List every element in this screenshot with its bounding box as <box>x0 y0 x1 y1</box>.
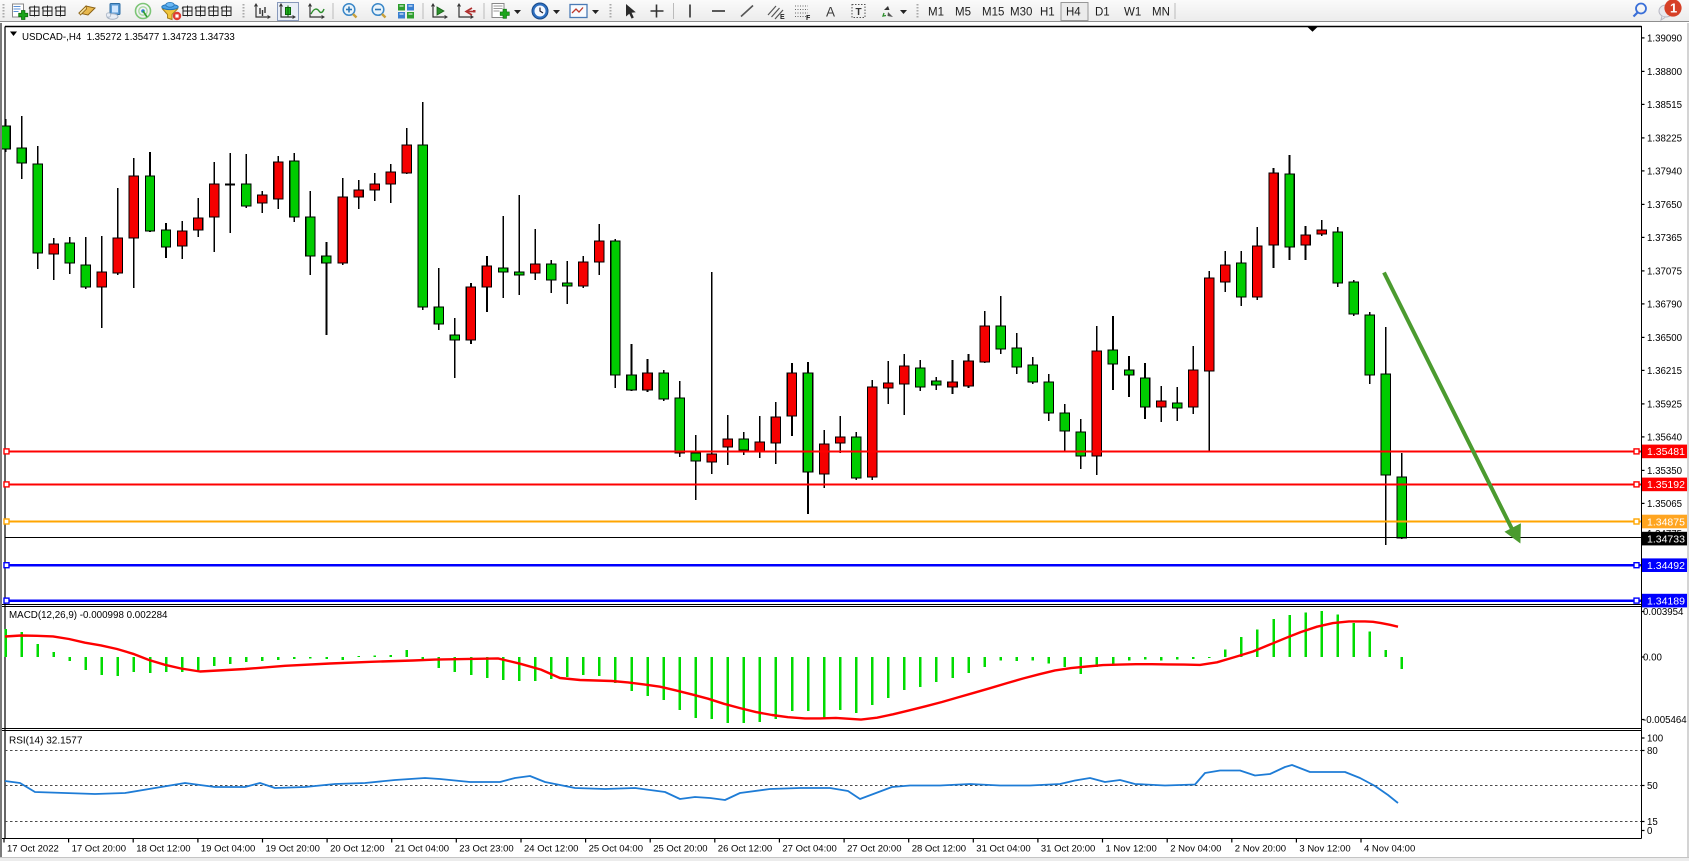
svg-text:1.34733: 1.34733 <box>1647 533 1685 545</box>
svg-text:MACD(12,26,9) -0.000998 0.0022: MACD(12,26,9) -0.000998 0.002284 <box>9 610 168 621</box>
svg-text:25 Oct 04:00: 25 Oct 04:00 <box>589 844 643 855</box>
svg-text:17 Oct 2022: 17 Oct 2022 <box>7 844 59 855</box>
svg-text:M30: M30 <box>1010 7 1032 19</box>
svg-text:24 Oct 12:00: 24 Oct 12:00 <box>524 844 578 855</box>
svg-text:0.00: 0.00 <box>1643 653 1662 664</box>
svg-text:1.36215: 1.36215 <box>1647 366 1682 377</box>
svg-text:27 Oct 04:00: 27 Oct 04:00 <box>782 844 836 855</box>
svg-text:USDCAD-,H4 1.35272 1.35477 1.: USDCAD-,H4 1.35272 1.35477 1.34723 1.347… <box>22 32 235 43</box>
svg-text:17 Oct 20:00: 17 Oct 20:00 <box>72 844 126 855</box>
svg-text:1.34875: 1.34875 <box>1647 516 1685 528</box>
svg-text:1.35481: 1.35481 <box>1647 446 1685 458</box>
svg-text:1.37075: 1.37075 <box>1647 267 1682 278</box>
svg-text:1.37365: 1.37365 <box>1647 233 1682 244</box>
svg-text:0.003954: 0.003954 <box>1643 607 1684 618</box>
svg-text:H4: H4 <box>1066 7 1081 19</box>
svg-text:1.38515: 1.38515 <box>1647 100 1682 111</box>
svg-text:26 Oct 12:00: 26 Oct 12:00 <box>718 844 772 855</box>
svg-text:M15: M15 <box>982 7 1004 19</box>
svg-text:2 Nov 04:00: 2 Nov 04:00 <box>1170 844 1221 855</box>
svg-text:18 Oct 12:00: 18 Oct 12:00 <box>136 844 190 855</box>
svg-text:M5: M5 <box>955 7 971 19</box>
svg-text:31 Oct 20:00: 31 Oct 20:00 <box>1041 844 1095 855</box>
svg-text:80: 80 <box>1647 746 1658 757</box>
svg-text:3 Nov 12:00: 3 Nov 12:00 <box>1299 844 1350 855</box>
svg-text:F: F <box>806 15 811 22</box>
svg-text:1.39090: 1.39090 <box>1647 34 1683 45</box>
svg-text:1.36790: 1.36790 <box>1647 300 1683 311</box>
svg-text:1.35925: 1.35925 <box>1647 400 1682 411</box>
svg-text:1.37940: 1.37940 <box>1647 167 1683 178</box>
svg-text:0: 0 <box>1647 826 1653 837</box>
svg-text:W1: W1 <box>1124 7 1141 19</box>
svg-text:1.35065: 1.35065 <box>1647 499 1682 510</box>
svg-text:25 Oct 20:00: 25 Oct 20:00 <box>653 844 707 855</box>
svg-text:1.36500: 1.36500 <box>1647 333 1683 344</box>
svg-text:4 Nov 04:00: 4 Nov 04:00 <box>1364 844 1415 855</box>
svg-text:50: 50 <box>1647 781 1658 792</box>
svg-text:23 Oct 23:00: 23 Oct 23:00 <box>459 844 513 855</box>
svg-text:1.35640: 1.35640 <box>1647 433 1683 444</box>
svg-text:27 Oct 20:00: 27 Oct 20:00 <box>847 844 901 855</box>
svg-text:100: 100 <box>1647 734 1664 745</box>
svg-text:T: T <box>856 7 862 18</box>
svg-text:1.34189: 1.34189 <box>1647 595 1685 607</box>
svg-text:1: 1 <box>1670 1 1677 16</box>
svg-text:1 Nov 12:00: 1 Nov 12:00 <box>1106 844 1157 855</box>
svg-text:E: E <box>780 14 785 21</box>
svg-text:21 Oct 04:00: 21 Oct 04:00 <box>395 844 449 855</box>
svg-text:28 Oct 12:00: 28 Oct 12:00 <box>912 844 966 855</box>
svg-text:MN: MN <box>1152 7 1170 19</box>
svg-text:2 Nov 20:00: 2 Nov 20:00 <box>1235 844 1286 855</box>
svg-text:15: 15 <box>1647 817 1658 828</box>
svg-text:1.37650: 1.37650 <box>1647 200 1683 211</box>
svg-text:1.38800: 1.38800 <box>1647 67 1683 78</box>
svg-text:H1: H1 <box>1040 7 1055 19</box>
svg-text:-0.005464: -0.005464 <box>1643 715 1687 726</box>
svg-text:20 Oct 12:00: 20 Oct 12:00 <box>330 844 384 855</box>
svg-text:A: A <box>826 5 835 20</box>
svg-text:1.34492: 1.34492 <box>1647 560 1685 572</box>
svg-text:1.35350: 1.35350 <box>1647 466 1683 477</box>
svg-text:19 Oct 04:00: 19 Oct 04:00 <box>201 844 255 855</box>
svg-text:M1: M1 <box>928 7 944 19</box>
svg-text:D1: D1 <box>1095 7 1110 19</box>
svg-text:1.38225: 1.38225 <box>1647 134 1682 145</box>
svg-text:1.35192: 1.35192 <box>1647 479 1685 491</box>
svg-text:19 Oct 20:00: 19 Oct 20:00 <box>266 844 320 855</box>
svg-text:RSI(14) 32.1577: RSI(14) 32.1577 <box>9 736 83 747</box>
svg-text:31 Oct 04:00: 31 Oct 04:00 <box>976 844 1030 855</box>
